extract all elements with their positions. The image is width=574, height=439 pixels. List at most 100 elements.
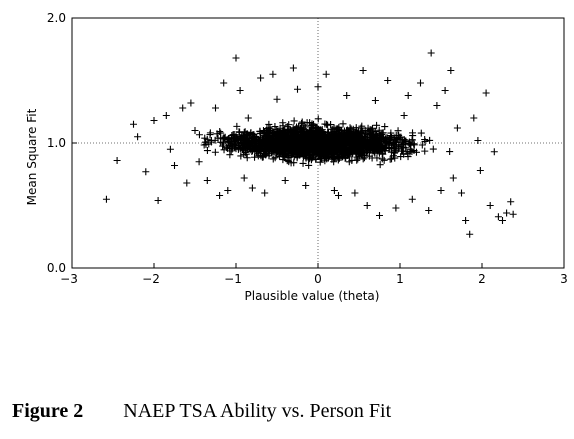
data-point [421,137,429,145]
data-point [386,155,394,163]
data-point [273,95,281,103]
data-point [232,54,240,62]
data-point [183,179,191,187]
data-point [271,123,279,131]
data-point [462,217,470,224]
data-point [256,130,264,138]
data-point [278,149,286,157]
data-point [228,143,236,151]
data-point [425,207,433,214]
data-point [375,135,383,143]
data-point [269,143,277,151]
data-point [335,154,343,162]
data-point [369,134,377,142]
data-point [339,120,347,128]
data-point [345,134,353,142]
data-point [408,195,416,203]
data-point [396,135,404,143]
data-point [313,144,321,152]
data-point [266,128,273,136]
data-point [207,138,215,146]
data-point [297,136,305,144]
data-point [299,159,307,167]
data-point [288,131,296,139]
data-point [150,117,158,124]
data-point [257,74,265,82]
data-point [290,117,298,125]
data-point [418,141,426,149]
data-point [346,146,354,154]
data-point [336,132,344,140]
data-point [363,202,371,209]
data-point [395,131,403,139]
data-points [102,49,517,238]
x-axis-label: Plausible value (theta) [245,289,380,303]
data-point [302,182,310,189]
data-point [251,153,259,161]
y-axis-label: Mean Square Fit [25,108,39,205]
data-point [470,114,478,122]
data-point [341,141,349,149]
data-point [219,142,227,150]
data-point [397,153,405,161]
data-point [320,143,328,151]
data-point [322,70,330,78]
data-point [390,134,398,142]
data-point [269,70,277,78]
data-point [187,99,195,107]
data-point [351,189,359,197]
data-point [264,141,272,149]
data-point [240,174,248,182]
data-point [509,210,517,218]
axis-ticks: −3 −2 −1 0 1 2 3 0.0 1.0 2.0 [47,11,568,286]
data-point [433,102,441,109]
data-point [406,145,414,153]
data-point [279,122,287,130]
data-point [286,145,294,153]
data-point [466,230,474,238]
data-point [220,79,228,87]
data-point [503,209,511,217]
data-point [142,168,150,176]
data-point [113,157,121,164]
data-point [292,135,300,143]
data-point [259,144,267,152]
data-point [322,134,330,142]
data-point [417,79,424,87]
figure-number: Figure 2 [12,400,84,422]
data-point [359,67,367,74]
data-point [408,136,416,144]
data-point [314,115,322,123]
data-point [389,139,397,147]
data-point [381,139,389,147]
data-point [407,141,415,149]
data-point [474,137,482,144]
data-point [347,130,355,138]
data-point [361,135,369,143]
y-tick-label: 1.0 [47,136,66,150]
data-point [162,112,170,119]
data-point [330,187,338,194]
data-point [294,85,301,93]
data-point [486,202,494,209]
data-point [272,135,280,143]
data-point [330,141,338,149]
data-point [224,187,232,194]
data-point [386,138,394,146]
data-point [324,140,332,148]
data-point [329,148,337,156]
data-point [421,147,429,155]
data-point [494,213,502,221]
data-point [458,189,465,197]
data-point [429,145,437,153]
data-point [404,92,412,99]
data-point [482,89,490,97]
data-point [298,128,306,136]
data-point [343,151,351,159]
data-point [387,129,395,137]
data-point [279,131,287,139]
data-point [373,121,381,129]
data-point [476,167,484,174]
data-point [265,120,273,128]
data-point [308,138,316,146]
